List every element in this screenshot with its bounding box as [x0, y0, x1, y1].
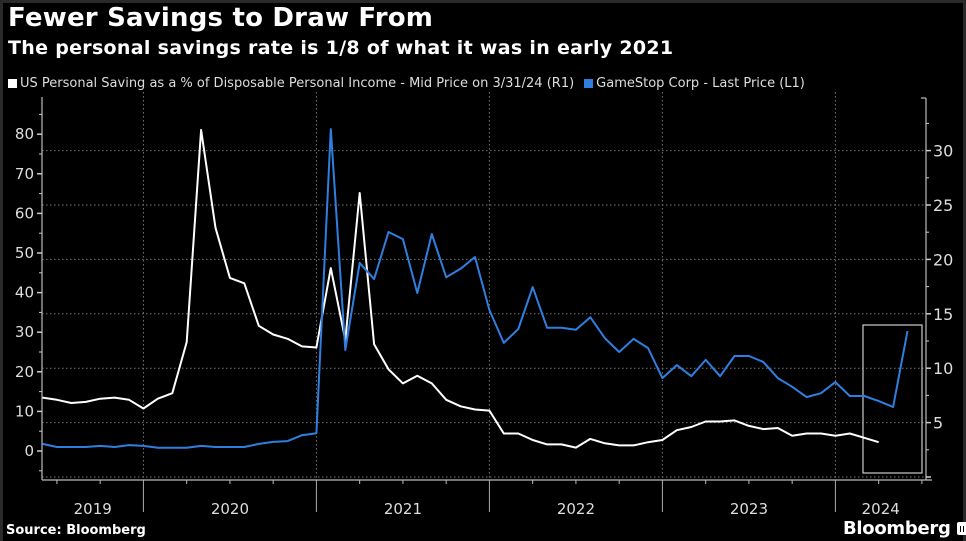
right-axis-label: 10: [933, 359, 953, 378]
left-axis-label: 50: [15, 244, 34, 262]
legend-label-gamestop: GameStop Corp - Last Price (L1): [596, 76, 805, 91]
left-axis-label: 20: [15, 363, 34, 381]
x-tick-label: 2019: [74, 500, 112, 518]
chart-title: Fewer Savings to Draw From: [8, 3, 434, 33]
x-tick-label: 2020: [211, 500, 249, 518]
series-line-savings-rate: [42, 128, 879, 449]
left-axis-label: 0: [24, 442, 34, 460]
left-axis-label: 40: [15, 284, 34, 302]
right-axis-label: 5: [933, 414, 943, 433]
legend-item-savings-rate: US Personal Saving as a % of Disposable …: [8, 76, 574, 91]
right-axis-label: 30: [933, 142, 953, 161]
left-axis-label: 10: [15, 402, 34, 420]
x-tick-label: 2024: [862, 500, 900, 518]
right-axis-label: 15: [933, 305, 953, 324]
left-axis-label: 80: [15, 125, 34, 143]
x-tick-label: 2022: [557, 500, 595, 518]
x-tick-label: 2023: [730, 500, 768, 518]
bloomberg-logo: Bloomberg: [843, 518, 966, 539]
left-axis-label: 70: [15, 165, 34, 183]
right-axis-label: 25: [933, 196, 953, 215]
legend-swatch-white-square-icon: [8, 79, 17, 88]
chart-frame: [3, 3, 963, 541]
legend-swatch-blue-square-icon: [584, 79, 594, 88]
highlight-box-2024: [862, 324, 923, 474]
legend: US Personal Saving as a % of Disposable …: [8, 76, 815, 91]
bloomberg-chart-icon: [956, 522, 966, 535]
left-axis-label: 60: [15, 204, 34, 222]
series-line-gamestop: [42, 128, 909, 449]
brand-label: Bloomberg: [843, 518, 951, 539]
x-tick-label: 2021: [384, 500, 422, 518]
legend-label-savings-rate: US Personal Saving as a % of Disposable …: [20, 76, 575, 91]
legend-item-gamestop: GameStop Corp - Last Price (L1): [584, 76, 805, 91]
left-axis-label: 30: [15, 323, 34, 341]
source-note: Source: Bloomberg: [6, 523, 146, 538]
chart-subtitle: The personal savings rate is 1/8 of what…: [8, 37, 674, 59]
right-axis-label: 20: [933, 250, 953, 269]
